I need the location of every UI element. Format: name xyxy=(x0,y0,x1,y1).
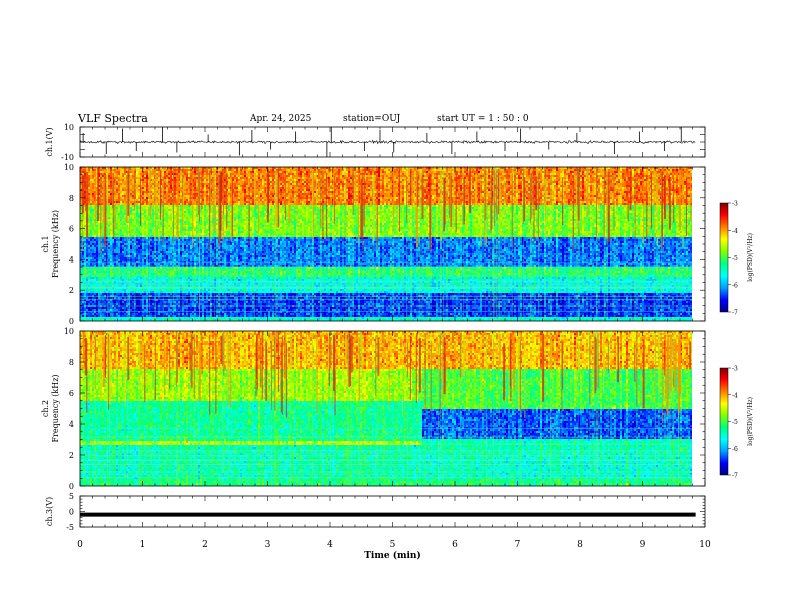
colorbar-1-tick-label: -6 xyxy=(732,282,738,289)
date-label: Apr. 24, 2025 xyxy=(250,114,311,124)
colorbar-2-tick-label: -3 xyxy=(732,366,738,373)
colorbar-2-tick-label: -5 xyxy=(732,419,738,426)
spectrogram-1-ytick-label: 8 xyxy=(69,194,74,203)
xtick-label: 0 xyxy=(77,540,83,550)
ch1-ytick-label: -10 xyxy=(61,153,74,162)
spectrogram-2-image xyxy=(80,331,692,486)
xtick-label: 10 xyxy=(699,540,711,550)
start-time-label: start UT = 1 : 50 : 0 xyxy=(437,114,529,124)
spectrogram-2-ytick-label: 6 xyxy=(69,389,74,398)
xaxis-label: Time (min) xyxy=(364,550,421,561)
colorbar-2-tick-label: -4 xyxy=(732,392,738,399)
station-label: station=OUJ xyxy=(343,114,400,124)
colorbar-1-tick-label: -4 xyxy=(732,228,738,235)
spectrogram-1-ytick-label: 10 xyxy=(64,163,74,172)
spectrogram-1-channel-label: ch.1 xyxy=(41,235,50,252)
ch3-ytick-label: 0 xyxy=(69,508,74,517)
colorbar-1-label: log(PSD)(V²/Hz) xyxy=(747,233,754,282)
colorbar-2-label: log(PSD)(V²/Hz) xyxy=(747,397,754,446)
spectrogram-1-ytick-label: 4 xyxy=(69,255,74,264)
ch1-ylabel: ch.1(V) xyxy=(45,127,54,156)
spectrogram-1-ylabel: Frequency (kHz) xyxy=(51,210,60,278)
ch3-ytick-label: -5 xyxy=(66,523,74,532)
colorbar-2-tick-label: -7 xyxy=(732,473,738,480)
xtick-label: 1 xyxy=(140,540,146,550)
xtick-label: 8 xyxy=(577,540,583,550)
spectrogram-2-ytick-label: 2 xyxy=(69,451,74,460)
figure-title: VLF Spectra xyxy=(78,112,148,125)
colorbar-1-tick-label: -3 xyxy=(732,201,738,208)
xtick-label: 6 xyxy=(452,540,458,550)
spectrogram-1-ytick-label: 0 xyxy=(69,317,74,326)
spectrogram-2-ytick-label: 4 xyxy=(69,420,74,429)
xtick-label: 2 xyxy=(202,540,208,550)
spectrogram-2-channel-label: ch.2 xyxy=(41,400,50,417)
ch3-ylabel: ch.3(V) xyxy=(45,497,54,526)
ch1-ytick-label: 10 xyxy=(64,123,74,132)
xtick-label: 3 xyxy=(265,540,271,550)
ch1-waveform-line xyxy=(79,139,696,145)
colorbar-2 xyxy=(719,367,729,476)
ch3-ytick-label: 5 xyxy=(69,492,74,501)
spectrogram-2-ylabel: Frequency (kHz) xyxy=(51,374,60,442)
spectrogram-2-ytick-label: 0 xyxy=(69,482,74,491)
xtick-label: 7 xyxy=(515,540,521,550)
spectrogram-2-ytick-label: 8 xyxy=(69,358,74,367)
xtick-label: 4 xyxy=(327,540,333,550)
spectrogram-2-ytick-label: 10 xyxy=(64,327,74,336)
spectrogram-1-ytick-label: 6 xyxy=(69,225,74,234)
xtick-label: 9 xyxy=(640,540,646,550)
colorbar-1-tick-label: -7 xyxy=(732,310,738,317)
colorbar-2-tick-label: -6 xyxy=(732,446,738,453)
spectrogram-1-image xyxy=(80,167,692,321)
xtick-label: 5 xyxy=(390,540,396,550)
spectrogram-1-ytick-label: 2 xyxy=(69,286,74,295)
colorbar-1-tick-label: -5 xyxy=(732,255,738,262)
colorbar-1 xyxy=(719,202,729,313)
